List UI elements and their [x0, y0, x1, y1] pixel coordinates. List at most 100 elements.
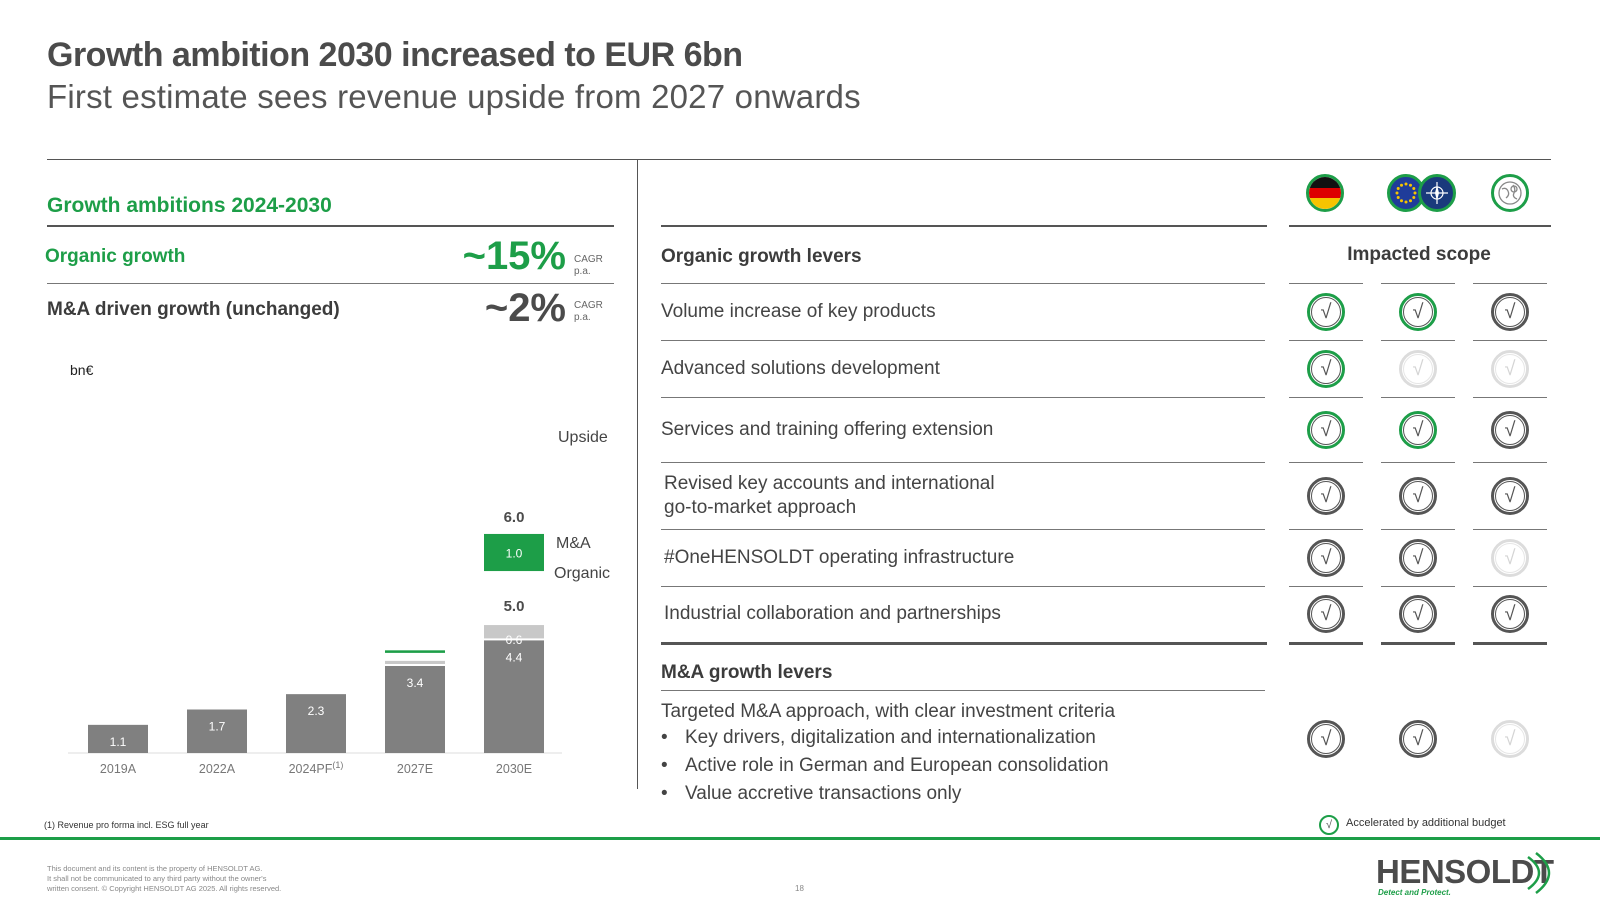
lever-row-rule [661, 340, 1265, 341]
globe-icon [1491, 174, 1529, 212]
total-label-with-upside: 6.0 [504, 509, 525, 526]
scope-row-rule [1473, 586, 1547, 587]
chart-unit-label: bn€ [70, 362, 94, 378]
scope-row-rule [1381, 586, 1455, 587]
legend-check-icon: √ [1319, 815, 1339, 835]
organic-growth-value: ~15% [462, 234, 566, 278]
scope-row-rule [1473, 283, 1547, 284]
header-divider [47, 159, 1551, 160]
ma-levers-heading: M&A growth levers [661, 662, 833, 683]
growth-ambitions-title: Growth ambitions 2024-2030 [47, 194, 332, 217]
legend-upside: Upside [558, 429, 608, 446]
ma-bullet: Value accretive transactions only [661, 780, 1109, 808]
bar-organic-2030E [484, 640, 544, 753]
scope-row-rule [1289, 283, 1363, 284]
bar-ma-2027E [385, 660, 445, 664]
ma-scope-check-icon: √ [1491, 720, 1529, 758]
page-subtitle: First estimate sees revenue upside from … [47, 78, 861, 115]
lever-text-line: go-to-market approach [664, 496, 857, 518]
x-tick-label-2027E: 2027E [397, 762, 433, 776]
bar-organic-2019A [88, 724, 148, 753]
scope-row-rule [1289, 397, 1363, 398]
bar-label-organic-2024PF: 2.3 [308, 704, 325, 718]
ma-bullet: Active role in German and European conso… [661, 752, 1109, 780]
organic-growth-label: Organic growth [45, 246, 186, 267]
growth-rule [47, 283, 614, 284]
lever-text-line: Industrial collaboration and partnership… [664, 603, 1001, 624]
ma-bullet-list: Key drivers, digitalization and internat… [661, 724, 1109, 808]
scope-row-rule [1289, 340, 1363, 341]
nato-flag-icon [1418, 174, 1456, 212]
bar-organic-2024PF [286, 694, 346, 753]
scope-row-rule [1289, 529, 1363, 530]
bar-ma-2030E [484, 625, 544, 639]
scope-check-icon: √ [1399, 476, 1437, 515]
levers-top-rule [661, 225, 1267, 227]
scope-check-icon: √ [1307, 476, 1345, 515]
ma-cagr-label: CAGR p.a. [574, 300, 603, 323]
hensoldt-logo: HENSOLDT Detect and Protect. [1376, 852, 1554, 897]
scope-check-icon: √ [1491, 538, 1529, 577]
lever-item: Services and training offering extension [661, 418, 993, 442]
chart-footnote: (1) Revenue pro forma incl. ESG full yea… [44, 820, 209, 830]
scope-row-rule [1381, 283, 1455, 284]
legal-notice: This document and its content is the pro… [47, 864, 282, 893]
lever-text-line: Services and training offering extension [661, 418, 994, 440]
revenue-bar-chart: 1.1 2019A 1.7 2022A 2.3 2024PF(1) 3.4 2027E 4.4 0… [68, 429, 610, 776]
scope-check-icon: √ [1491, 410, 1529, 449]
scope-check-icon: √ [1491, 349, 1529, 388]
ma-bullet: Key drivers, digitalization and internat… [661, 724, 1109, 752]
ma-intro: Targeted M&A approach, with clear invest… [661, 701, 1116, 722]
bar-label-organic-2019A: 1.1 [110, 735, 127, 749]
lever-row-rule [661, 283, 1265, 284]
scope-row-rule [1289, 586, 1363, 587]
scope-check-icon: √ [1399, 292, 1437, 331]
organic-cagr-label: CAGR p.a. [574, 254, 603, 277]
bar-label-organic-2030E: 4.4 [506, 650, 523, 664]
scope-check-icon: √ [1307, 349, 1345, 388]
ma-rule [661, 690, 1265, 691]
lever-row-rule [661, 586, 1265, 587]
scope-row-rule [1381, 397, 1455, 398]
scope-check-icon: √ [1399, 595, 1437, 633]
lever-item: Industrial collaboration and partnership… [664, 602, 1001, 626]
page-title: Growth ambition 2030 increased to EUR 6b… [47, 36, 743, 74]
scope-check-icon: √ [1307, 595, 1345, 633]
scope-row-rule [1381, 340, 1455, 341]
scope-check-icon: √ [1307, 410, 1345, 449]
lever-item: Volume increase of key products [661, 300, 936, 324]
scope-row-rule [1381, 529, 1455, 530]
x-tick-label-2022A: 2022A [199, 762, 236, 776]
x-tick-label-2030E: 2030E [496, 762, 532, 776]
lever-text-line: Volume increase of key products [661, 300, 936, 322]
footer-band [0, 837, 1600, 840]
panel-divider [637, 160, 638, 789]
lever-row-rule [661, 529, 1265, 530]
scope-row-rule [1381, 462, 1455, 463]
x-tick-label-2019A: 2019A [100, 762, 137, 776]
scope-row-rule [1289, 462, 1363, 463]
scope-row-rule [1473, 397, 1547, 398]
section-rule [47, 225, 614, 227]
germany-flag-icon [1306, 174, 1344, 212]
scope-check-icon: √ [1307, 292, 1345, 331]
scope-bottom-rule [1381, 642, 1455, 645]
scope-bottom-rule [1289, 642, 1363, 645]
lever-item: Advanced solutions development [661, 357, 940, 381]
page-number: 18 [795, 884, 804, 893]
scope-top-rule [1289, 225, 1551, 227]
ma-growth-label: M&A driven growth (unchanged) [47, 299, 340, 320]
scope-check-icon: √ [1399, 538, 1437, 577]
bar-upside-2030E [484, 533, 544, 572]
ma-growth-value: ~2% [484, 286, 566, 330]
scope-row-rule [1473, 529, 1547, 530]
impacted-scope-heading: Impacted scope [1347, 244, 1491, 265]
total-label-base: 5.0 [504, 598, 525, 615]
legend-ma: M&A [556, 535, 591, 552]
lever-row-rule [661, 462, 1265, 463]
scope-row-rule [1473, 340, 1547, 341]
bar-organic-2022A [187, 709, 247, 753]
lever-item: Revised key accounts and international go… [664, 472, 995, 520]
scope-check-icon: √ [1491, 476, 1529, 515]
scope-bottom-rule [1473, 642, 1547, 645]
